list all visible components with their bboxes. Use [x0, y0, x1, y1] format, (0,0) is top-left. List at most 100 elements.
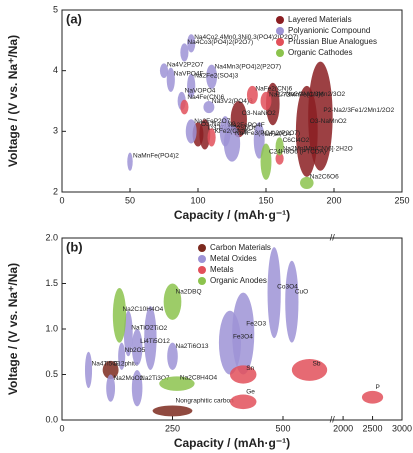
- data-ellipse: [229, 365, 257, 384]
- y-tick-label: 4: [53, 65, 58, 75]
- data-ellipse: [187, 73, 196, 98]
- data-ellipse: [84, 351, 93, 389]
- point-label: Na2MoO2: [114, 375, 144, 382]
- point-label: Na4V2P2O7: [167, 61, 204, 68]
- point-label: Na4Co3(PO4)2(P2O7): [187, 39, 253, 46]
- data-ellipse: [152, 405, 193, 417]
- point-label: NaFePO4: [262, 131, 291, 138]
- data-ellipse: [275, 137, 284, 156]
- data-ellipse: [131, 329, 143, 366]
- data-ellipse: [131, 369, 143, 407]
- x-tick-label: 500: [275, 423, 290, 433]
- point-label: Na4Fe3(PO4)2(P2O7): [235, 130, 300, 137]
- data-ellipse: [159, 376, 195, 391]
- data-ellipse: [159, 63, 169, 78]
- x-tick-label: 0: [59, 195, 64, 205]
- point-label: Fe2O3: [246, 320, 266, 327]
- panel-label: (b): [66, 239, 83, 254]
- point-label: Na2C10H4O4: [122, 306, 163, 313]
- x-tick-label: 2500: [363, 423, 383, 433]
- data-ellipse: [275, 152, 284, 165]
- legend-swatch: [198, 244, 206, 252]
- point-label: Fe3O4: [233, 333, 253, 340]
- data-ellipse: [253, 122, 265, 159]
- point-label: Graphite: [114, 361, 139, 368]
- data-ellipse: [206, 64, 218, 89]
- point-label: NaFe2(CN)6: [255, 86, 292, 93]
- data-ellipse: [295, 85, 318, 177]
- data-ellipse: [260, 91, 272, 111]
- data-ellipse: [207, 128, 216, 147]
- data-ellipse: [300, 176, 314, 189]
- point-label: P2-Na2/3Ni1/3Mn2/3O2: [276, 91, 346, 98]
- point-label: Nongraphitic carbon: [176, 398, 235, 405]
- data-ellipse: [123, 310, 133, 357]
- y-axis-title: Voltage / (V vs. Na⁺/Na): [6, 35, 20, 167]
- point-label: Sn: [246, 365, 254, 372]
- x-axis-title: Capacity / (mAh·g⁻¹): [174, 436, 290, 450]
- legend-swatch: [276, 27, 284, 35]
- x-tick-label: 50: [125, 195, 135, 205]
- legend-label: Prussian Blue Analogues: [288, 37, 377, 46]
- axis-break: //: [330, 414, 336, 424]
- legend-label: Polyanionic Compound: [288, 26, 370, 35]
- y-tick-label: 1.0: [45, 323, 58, 333]
- data-ellipse: [185, 119, 197, 144]
- point-label: O3-NaMnO2: [310, 118, 347, 125]
- point-label: O3-NaCrO2: [201, 121, 236, 128]
- data-ellipse: [291, 359, 328, 381]
- x-tick-label: 0: [59, 423, 64, 433]
- legend-swatch: [276, 16, 284, 24]
- point-label: Co3O4: [277, 283, 298, 290]
- point-label: Na2Ti6O13: [176, 343, 209, 350]
- data-ellipse: [118, 342, 126, 370]
- data-ellipse: [112, 288, 127, 343]
- data-ellipse: [106, 374, 116, 402]
- point-label: Na1.72MnFe(CN)6: [269, 92, 324, 99]
- data-ellipse: [180, 99, 189, 115]
- legend-label: Organic Anodes: [210, 276, 267, 285]
- point-label: Na2Mn[Mn(CN)6]·2H2O: [283, 145, 353, 152]
- point-label: Na3V2(PO4)3: [212, 98, 253, 105]
- data-ellipse: [260, 143, 272, 180]
- legend-label: Layered Materials: [288, 15, 352, 24]
- data-ellipse: [180, 43, 189, 62]
- point-label: CuO: [295, 288, 308, 295]
- x-tick-label: 100: [190, 195, 205, 205]
- y-tick-label: 2.0: [45, 232, 58, 242]
- point-label: NaTiO2: [131, 324, 154, 331]
- legend-label: Metals: [210, 265, 234, 274]
- data-ellipse: [102, 360, 119, 380]
- point-label: KFe2(CN)6: [215, 128, 248, 135]
- y-axis-title: Voltage / (V vs. Na⁺/Na): [6, 263, 20, 395]
- point-label: NaMnFe(PO4)2: [133, 152, 179, 159]
- legend-label: Carbon Materials: [210, 243, 271, 252]
- x-tick-label: 150: [258, 195, 273, 205]
- y-tick-label: 1.5: [45, 278, 58, 288]
- point-label: Na2C8H4O4: [180, 374, 218, 381]
- point-label: C24H8O6 (PTCDA): [269, 148, 326, 155]
- point-label: Na2DBQ: [176, 288, 202, 295]
- point-label: P2-Na2/3Fe1/2Mn1/2O2: [323, 107, 394, 114]
- y-tick-label: 3: [53, 126, 58, 136]
- y-tick-label: 0.5: [45, 369, 58, 379]
- x-tick-label: 3000: [392, 423, 412, 433]
- x-tick-label: 2000: [333, 423, 353, 433]
- x-tick-label: 250: [394, 195, 409, 205]
- data-ellipse: [361, 390, 384, 404]
- data-ellipse: [167, 342, 178, 370]
- axis-break: //: [330, 232, 336, 242]
- legend-swatch: [198, 266, 206, 274]
- data-ellipse: [229, 394, 257, 410]
- data-ellipse: [127, 152, 133, 171]
- x-tick-label: 200: [326, 195, 341, 205]
- legend-swatch: [198, 277, 206, 285]
- point-label: Na2C6O6: [310, 174, 339, 181]
- data-ellipse: [285, 260, 299, 343]
- legend-swatch: [198, 255, 206, 263]
- legend-label: Metal Oxides: [210, 254, 257, 263]
- point-label: NaVOPO4: [185, 88, 216, 95]
- data-ellipse: [166, 67, 175, 92]
- point-label: C6Cl4O2: [283, 137, 310, 144]
